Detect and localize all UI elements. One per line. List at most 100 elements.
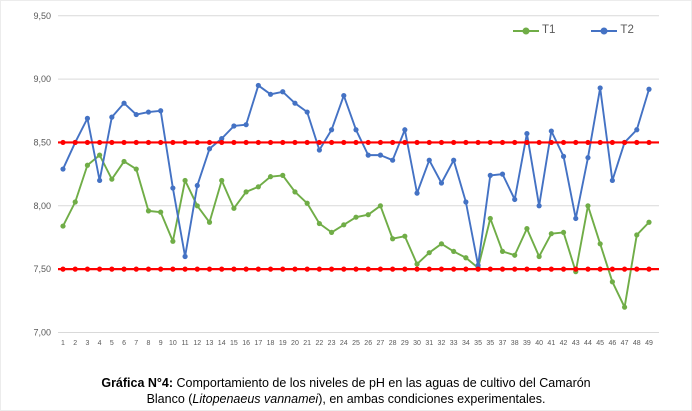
t1-data-point [292, 189, 298, 195]
lower-limit-point [634, 266, 640, 272]
upper-limit-point [536, 139, 542, 146]
t1-data-point [463, 255, 469, 261]
upper-limit-point [390, 139, 396, 146]
t2-data-point [292, 100, 298, 106]
x-axis-tick-label: 44 [584, 340, 592, 347]
x-axis-tick-label: 21 [303, 340, 311, 347]
upper-limit-point [219, 139, 225, 146]
upper-limit-point [609, 139, 615, 146]
t1-data-point [170, 238, 176, 244]
t2-data-point [524, 130, 530, 137]
ph-line-chart: 7,00 7,50 8,00 8,50 9,00 9,50 1 2 3 4 5 6 7 8 9 10 11 12 1… [1, 1, 691, 363]
x-axis-tick-label: 28 [389, 340, 397, 347]
t2-data-point [194, 182, 200, 189]
t1-data-point [316, 220, 322, 227]
t2-data-point [353, 127, 359, 133]
t2-data-point [121, 100, 127, 106]
caption-text-2: ), en ambas condiciones experimentales. [318, 392, 546, 406]
x-axis-tick-label: 1 [61, 340, 65, 347]
t2-data-point [182, 253, 188, 260]
lower-limit-point [121, 266, 127, 272]
t2-data-point [97, 177, 103, 184]
x-axis-tick-label: 9 [159, 340, 163, 347]
lower-limit-point [170, 266, 176, 272]
upper-limit-point [402, 139, 408, 146]
t1-data-point [597, 241, 603, 247]
t1-data-point [512, 252, 518, 258]
t2-data-point [438, 180, 445, 186]
x-axis-tick-label: 5 [110, 340, 114, 347]
t1-data-point [365, 212, 371, 218]
caption-label: Gráfica N°4: [101, 376, 174, 390]
t2-data-point [219, 136, 225, 142]
t1-data-point [145, 208, 152, 214]
lower-limit-point [243, 266, 249, 272]
t2-data-point [609, 177, 615, 184]
lower-limit-point [499, 266, 506, 272]
t1-data-point [255, 184, 261, 190]
x-axis-tick-label: 35 [486, 340, 494, 347]
x-axis-tick-label: 29 [401, 340, 409, 347]
lower-limit-point [231, 266, 237, 272]
upper-limit-point [499, 139, 506, 146]
lower-limit-point [451, 266, 457, 272]
t1-data-point [499, 248, 506, 255]
x-axis-tick-label: 2 [73, 340, 77, 347]
x-axis-tick-label: 25 [352, 340, 360, 347]
upper-limit-point [84, 139, 91, 146]
t1-data-point [194, 203, 200, 209]
upper-limit-point [341, 139, 347, 146]
x-axis-tick-label: 18 [267, 340, 275, 347]
x-axis-tick-label: 12 [193, 340, 201, 347]
t2-data-point [84, 115, 91, 121]
t2-data-point [585, 155, 591, 161]
t2-data-point [145, 109, 152, 115]
t1-data-point [304, 200, 310, 206]
t1-data-point [560, 229, 567, 236]
t1-data-point [97, 152, 103, 158]
upper-limit-point [145, 139, 152, 146]
chart-canvas: 7,007,508,008,509,009,501 2 3 4 5 6 7 8 9 10 11 12 1… [33, 11, 659, 347]
x-axis-tick-label: 22 [315, 340, 323, 347]
t2-data-point [487, 172, 493, 178]
upper-limit-point [194, 139, 200, 146]
t2-data-point [231, 123, 237, 129]
x-axis-tick-label: 11 [181, 340, 188, 347]
x-axis-tick-label: 31 [425, 340, 433, 347]
upper-limit-point [72, 139, 78, 146]
lower-limit-point [646, 266, 652, 272]
t2-data-point [267, 91, 274, 97]
upper-limit-point [255, 139, 261, 146]
lower-limit-point [487, 266, 493, 272]
x-axis-tick-label: 47 [621, 340, 629, 347]
upper-limit-point [463, 139, 469, 146]
lower-limit-point [560, 266, 567, 272]
upper-limit-point [646, 139, 652, 146]
x-axis-tick-label: 24 [340, 340, 348, 347]
x-axis-tick-label: 23 [328, 340, 336, 347]
lower-limit-point [365, 266, 371, 272]
t1-data-point [451, 248, 457, 255]
t1-data-point [414, 261, 420, 267]
upper-limit-point [304, 139, 310, 146]
t2-data-point [170, 185, 176, 191]
t1-data-point [182, 177, 188, 184]
x-axis-tick-label: 48 [633, 340, 641, 347]
t2-data-point [328, 127, 335, 133]
lower-limit-point [414, 266, 420, 272]
x-axis-tick-label: 7 [134, 340, 138, 347]
t1-data-point [536, 253, 542, 260]
upper-limit-point [487, 139, 493, 146]
lower-limit-point [585, 266, 591, 272]
t1-data-point [621, 304, 628, 310]
lower-limit-point [60, 266, 66, 272]
x-axis-tick-label: 19 [279, 340, 287, 347]
t2-data-point [426, 157, 432, 163]
lower-limit-point [353, 266, 359, 272]
t2-legend-label: T2 [620, 24, 634, 36]
upper-limit-point [353, 139, 359, 146]
lower-limit-point [548, 266, 554, 272]
t1-data-point [60, 223, 66, 229]
legend-item-t2: T2 [591, 24, 634, 37]
